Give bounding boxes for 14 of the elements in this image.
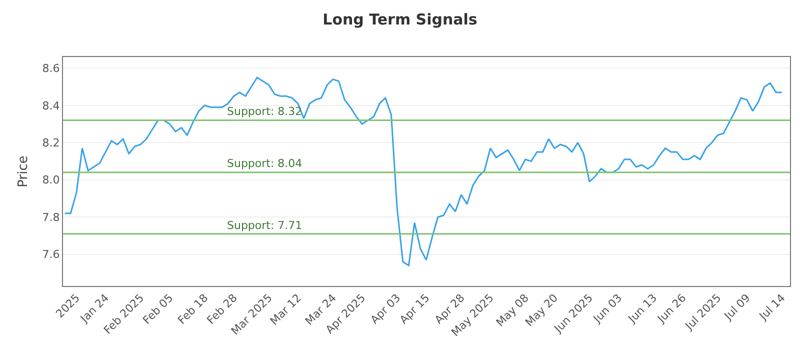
y-tick-label: 7.8 [42, 210, 60, 224]
y-tick-label: 8.2 [42, 136, 60, 150]
ref-line-label: Support: 8.32 [227, 105, 302, 118]
x-tick-label: Jul 14 [756, 292, 788, 324]
x-tick-label: Jul 09 [721, 292, 753, 324]
y-tick-label: 7.6 [42, 248, 60, 262]
ref-line-label: Support: 7.71 [227, 219, 302, 232]
y-tick-label: 8.4 [42, 99, 60, 112]
y-tick-label: 8.6 [42, 62, 60, 76]
y-axis-title: Price [16, 156, 31, 188]
line-series [64, 76, 783, 266]
y-tick-label: 8.0 [42, 174, 60, 187]
ref-line-label: Support: 8.04 [227, 157, 302, 170]
chart-title: Long Term Signals [322, 10, 478, 28]
